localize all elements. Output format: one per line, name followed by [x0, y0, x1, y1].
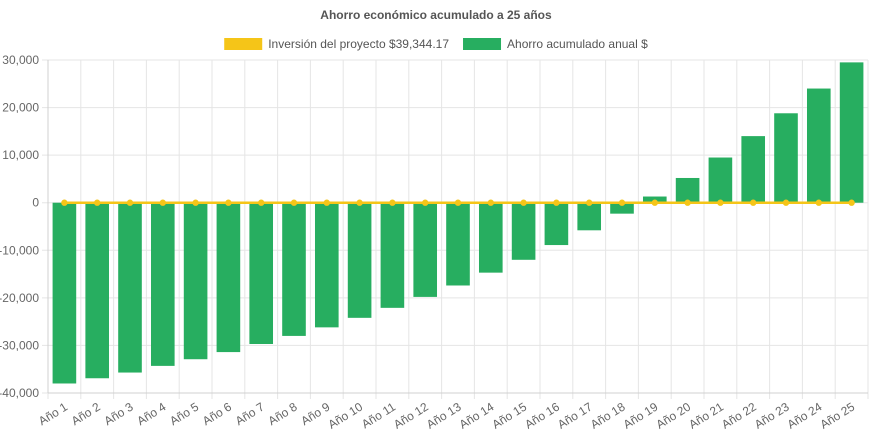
line-point[interactable] — [684, 199, 691, 206]
legend-swatch — [224, 38, 263, 50]
y-axis: 30,000 20,000 10,000 0 -10,000 -20,000 -30,000… — [0, 53, 39, 400]
x-tick-label: Año 23 — [752, 400, 792, 432]
legend-item[interactable]: Ahorro acumulado anual $ — [463, 37, 648, 51]
line-point[interactable] — [618, 199, 626, 206]
x-tick-label: Año 18 — [588, 400, 628, 432]
legend-label: Ahorro acumulado anual $ — [507, 37, 648, 51]
y-tick-label: 0 — [32, 196, 39, 210]
bar[interactable] — [249, 202, 274, 345]
line-point[interactable] — [94, 199, 101, 206]
x-tick-label: Año 11 — [359, 400, 398, 432]
line-point[interactable] — [126, 199, 134, 206]
line-point[interactable] — [717, 199, 724, 206]
bar[interactable] — [52, 202, 77, 384]
line-point[interactable] — [389, 199, 396, 206]
bar[interactable] — [446, 202, 470, 286]
y-tick-label: 30,000 — [2, 53, 39, 67]
x-tick-label: Año 7 — [233, 399, 267, 428]
bar[interactable] — [577, 202, 602, 231]
grid — [42, 59, 869, 399]
x-tick-label: Año 15 — [490, 400, 530, 432]
line-point[interactable] — [356, 199, 363, 206]
bar[interactable] — [774, 113, 798, 203]
x-tick-label: Año 2 — [69, 399, 103, 428]
line-point[interactable] — [848, 199, 855, 206]
bar[interactable] — [314, 202, 339, 328]
bar[interactable] — [806, 88, 831, 203]
bar[interactable] — [85, 202, 110, 379]
x-tick-label: Año 20 — [654, 400, 694, 432]
chart-title: Ahorro económico acumulado a 25 años — [320, 8, 552, 22]
bar[interactable] — [544, 202, 569, 246]
line-point[interactable] — [323, 199, 330, 206]
line-point[interactable] — [258, 199, 265, 206]
y-tick-label: -10,000 — [0, 243, 39, 257]
bar[interactable] — [741, 136, 766, 203]
line-point[interactable] — [422, 199, 429, 206]
x-tick-label: Año 14 — [457, 400, 497, 432]
bar[interactable] — [413, 202, 438, 297]
x-tick-label: Año 16 — [522, 400, 562, 432]
bar[interactable] — [478, 202, 503, 273]
y-tick-label: 20,000 — [2, 101, 39, 115]
bar[interactable] — [150, 202, 175, 366]
line-point[interactable] — [225, 199, 232, 206]
x-tick-label: Año 13 — [424, 400, 464, 432]
line-point[interactable] — [290, 199, 298, 206]
bar[interactable] — [216, 202, 241, 353]
line-point[interactable] — [520, 199, 527, 206]
x-tick-label: Año 6 — [200, 399, 234, 428]
legend-label: Inversión del proyecto $39,344.17 — [268, 37, 449, 51]
bar[interactable] — [282, 202, 306, 336]
bar[interactable] — [839, 62, 864, 203]
legend-item[interactable]: Inversión del proyecto $39,344.17 — [224, 37, 449, 51]
x-tick-label: Año 3 — [102, 399, 136, 428]
x-tick-label: Año 5 — [167, 399, 201, 428]
line-point[interactable] — [192, 199, 199, 206]
x-tick-label: Año 10 — [326, 400, 366, 432]
x-tick-label: Año 17 — [555, 400, 595, 432]
line-point[interactable] — [782, 199, 790, 206]
line-point[interactable] — [815, 199, 822, 206]
line-point[interactable] — [651, 199, 658, 206]
x-tick-label: Año 25 — [818, 400, 858, 432]
x-tick-label: Año 1 — [36, 399, 70, 428]
bar[interactable] — [511, 202, 536, 260]
line-point[interactable] — [487, 199, 494, 206]
x-tick-label: Año 4 — [134, 399, 168, 428]
y-tick-label: -20,000 — [0, 291, 39, 305]
bar[interactable] — [708, 157, 733, 203]
line-point[interactable] — [159, 199, 166, 206]
x-tick-label: Año 8 — [266, 399, 300, 428]
line-point[interactable] — [586, 199, 593, 206]
y-tick-label: -40,000 — [0, 386, 39, 400]
bar[interactable] — [347, 202, 372, 318]
x-tick-label: Año 24 — [785, 400, 825, 432]
line-series — [61, 199, 855, 206]
x-tick-label: Año 19 — [621, 400, 661, 432]
line-point[interactable] — [61, 199, 68, 206]
x-tick-label: Año 21 — [686, 400, 726, 432]
line-point[interactable] — [750, 199, 757, 206]
bar[interactable] — [380, 202, 405, 308]
line-point[interactable] — [553, 199, 560, 206]
bar[interactable] — [183, 202, 208, 360]
y-tick-label: -30,000 — [0, 338, 39, 352]
line-point[interactable] — [454, 199, 462, 206]
x-tick-label: Año 22 — [719, 400, 759, 432]
y-tick-label: 10,000 — [2, 148, 39, 162]
x-tick-label: Año 12 — [391, 400, 431, 432]
legend: Inversión del proyecto $39,344.17 Ahorro … — [224, 37, 648, 51]
bar[interactable] — [610, 202, 634, 214]
bar[interactable] — [118, 202, 142, 373]
bars — [52, 62, 864, 384]
bar[interactable] — [675, 177, 700, 203]
legend-swatch — [463, 38, 502, 50]
